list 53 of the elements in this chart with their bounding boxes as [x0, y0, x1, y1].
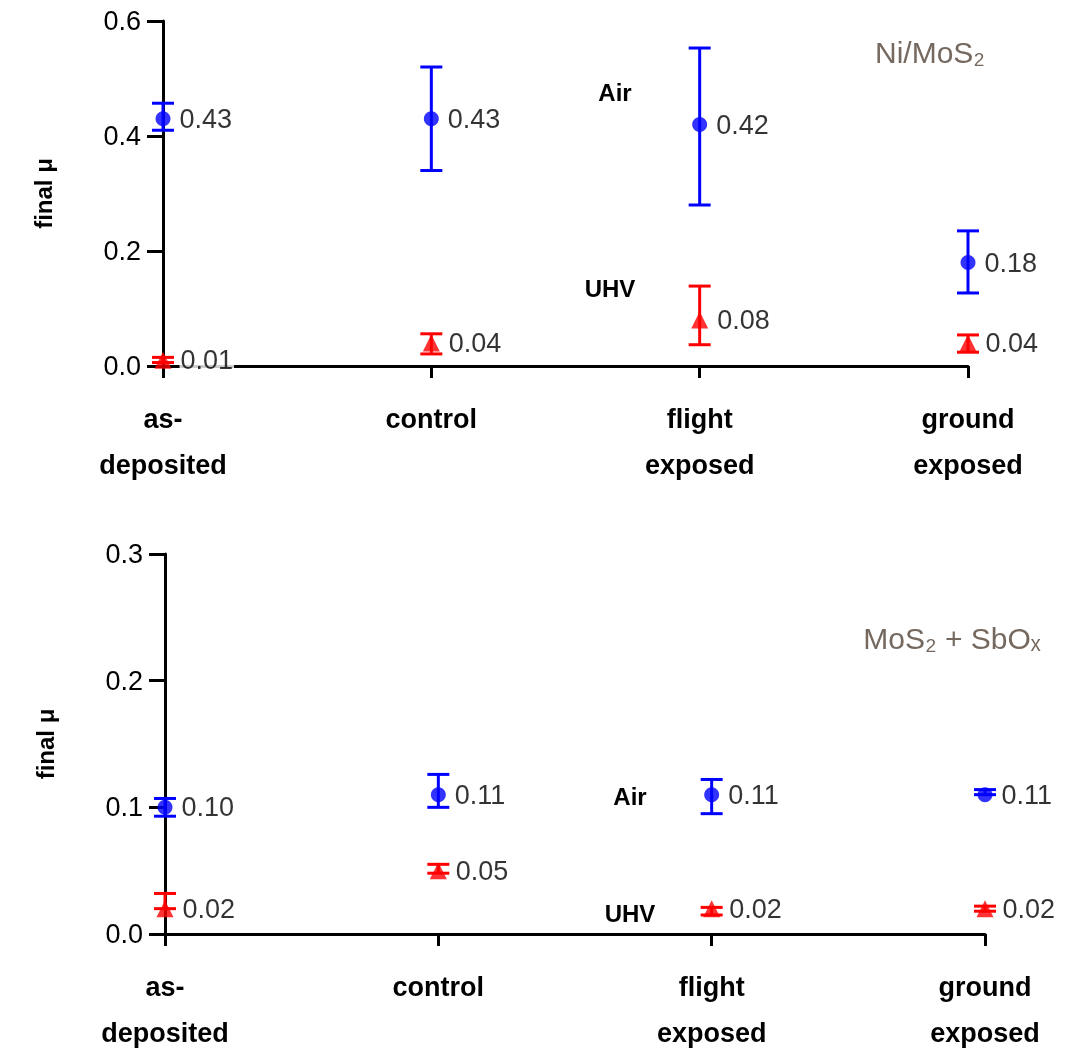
text: MoS₂ + SbOₓ — [863, 621, 1041, 655]
x-tick-label: flight exposed — [656, 972, 767, 1048]
point — [429, 862, 447, 880]
y-tick-label: 0.4 — [103, 121, 141, 151]
x-tick-label: control — [385, 404, 478, 434]
point — [430, 787, 446, 803]
y-tick-label: 0.0 — [103, 351, 141, 381]
x-tick-label: ground exposed — [913, 404, 1023, 480]
text: UHV — [584, 274, 636, 302]
data-label: 0.04 — [985, 328, 1039, 358]
y-tick-label: 0.3 — [105, 539, 143, 569]
data-label: 0.05 — [455, 855, 509, 886]
y-axis-title: final μ — [31, 708, 59, 780]
point — [960, 255, 976, 270]
x-tick-label: as-deposited — [101, 972, 229, 1048]
y-tick-label: 0.6 — [103, 6, 141, 36]
point — [154, 351, 172, 369]
text: Air — [598, 78, 632, 106]
data-label: 0.11 — [728, 779, 779, 810]
data-label: 0.43 — [447, 103, 501, 134]
point — [977, 787, 993, 803]
text: Air — [613, 782, 647, 810]
y-tick-label: 0.2 — [105, 665, 143, 696]
point — [156, 900, 174, 918]
x-tick-label: flight exposed — [644, 404, 755, 480]
x-tick-label: as-deposited — [99, 404, 227, 480]
point — [976, 900, 994, 918]
point — [155, 111, 171, 127]
data-label: 0.08 — [717, 305, 770, 335]
data-label: 0.43 — [179, 103, 233, 134]
text: UHV — [604, 899, 656, 927]
data-label: 0.04 — [448, 328, 502, 358]
point — [691, 311, 709, 329]
point — [704, 787, 720, 803]
y-tick-label: 0.2 — [103, 236, 141, 266]
point — [423, 111, 439, 127]
y-tick-label: 0.1 — [105, 792, 143, 823]
data-label: 0.02 — [729, 893, 782, 924]
y-axis-title: final μ — [29, 158, 57, 229]
data-label: 0.18 — [984, 247, 1038, 278]
x-tick-label: control — [392, 972, 485, 1002]
x-tick-label: ground exposed — [930, 972, 1040, 1048]
text: Ni/MoS₂ — [875, 35, 985, 69]
data-label: 0.42 — [716, 109, 769, 140]
point — [703, 900, 721, 918]
point — [692, 117, 708, 132]
data-label: 0.02 — [1002, 893, 1056, 924]
y-tick-label: 0.0 — [105, 919, 143, 949]
data-label: 0.10 — [181, 792, 235, 823]
data-label: 0.01 — [180, 345, 234, 376]
data-label: 0.11 — [1001, 779, 1053, 810]
data-label: 0.02 — [182, 893, 236, 924]
data-label: 0.11 — [454, 779, 506, 810]
